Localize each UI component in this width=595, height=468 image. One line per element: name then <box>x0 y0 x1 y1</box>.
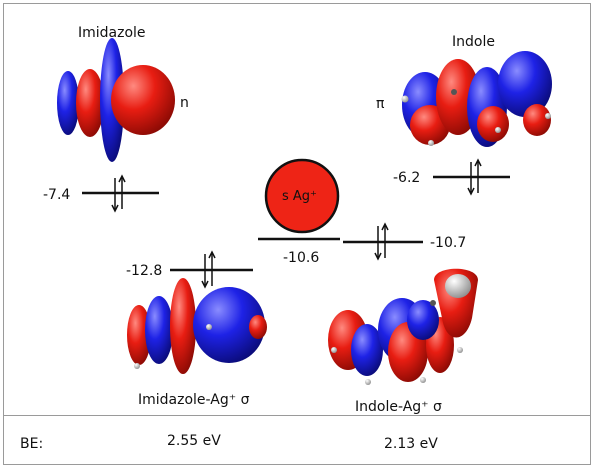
binding-energy-label: BE: <box>20 436 44 452</box>
imidazole-sigma-orbital-image <box>127 278 267 374</box>
imidazole-title: Imidazole <box>78 25 146 41</box>
silver-s-orbital-sphere <box>264 158 340 234</box>
electron-pair-arrows <box>111 158 482 289</box>
indole-pi-energy: -6.2 <box>393 170 421 186</box>
silver-orbital-label: s Ag⁺ <box>282 189 317 204</box>
indole-pi-electron-pair <box>467 158 482 196</box>
imidazole-n-orbital-image <box>57 38 175 162</box>
imidazole-sigma-electron-pair <box>201 250 216 289</box>
imidazole-sigma-energy: -12.8 <box>126 263 163 279</box>
footer-divider <box>3 415 591 416</box>
imidazole-complex-label: Imidazole-Ag⁺ σ <box>138 392 250 408</box>
indole-title: Indole <box>452 34 495 50</box>
imidazole-orbital-label: n <box>180 95 189 111</box>
imidazole-n-electron-pair <box>111 174 126 213</box>
silver-s-energy: -10.6 <box>283 250 320 266</box>
indole-binding-energy: 2.13 eV <box>384 436 438 452</box>
indole-orbital-label: π <box>376 96 385 112</box>
imidazole-binding-energy: 2.55 eV <box>167 433 221 449</box>
imidazole-n-energy: -7.4 <box>43 187 71 203</box>
indole-complex-label: Indole-Ag⁺ σ <box>355 399 442 415</box>
figure-frame <box>3 3 591 465</box>
indole-sigma-orbital-image <box>328 268 478 385</box>
indole-pi-orbital-image <box>401 51 552 147</box>
indole-sigma-electron-pair <box>374 222 389 261</box>
indole-sigma-energy: -10.7 <box>430 235 467 251</box>
